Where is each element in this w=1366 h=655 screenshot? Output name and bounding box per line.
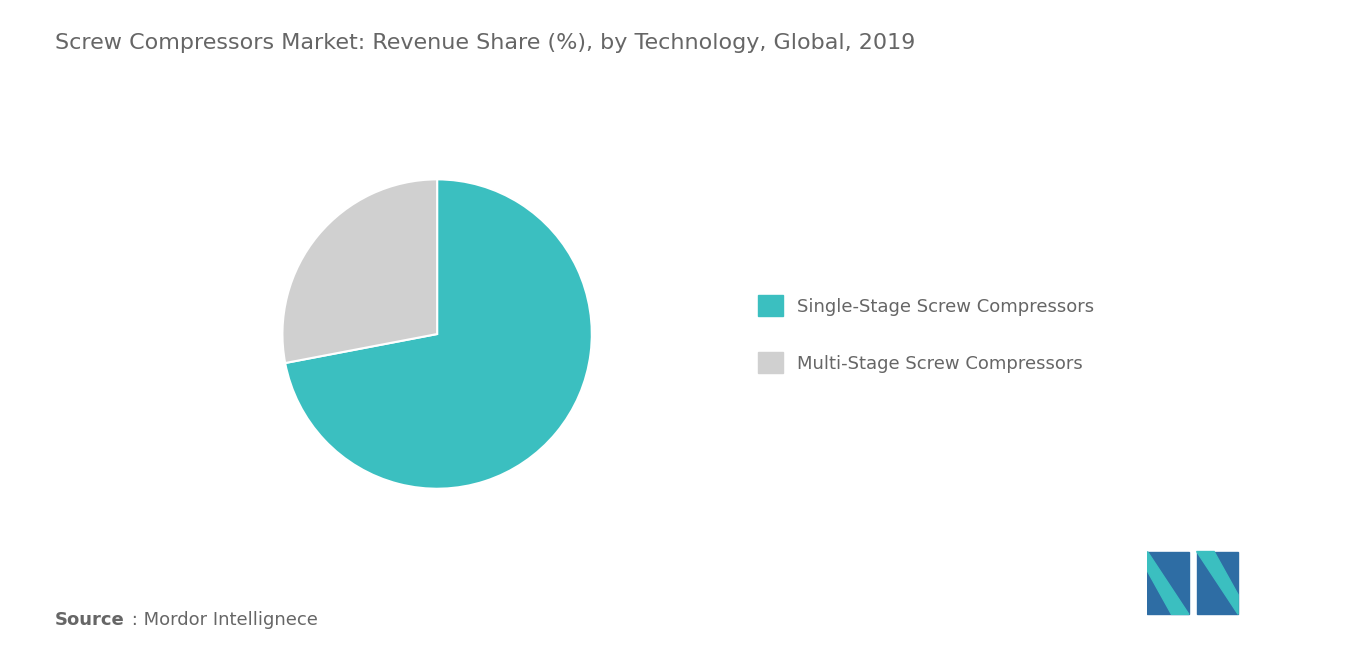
Text: Screw Compressors Market: Revenue Share (%), by Technology, Global, 2019: Screw Compressors Market: Revenue Share …	[55, 33, 915, 53]
Polygon shape	[1197, 552, 1238, 614]
Polygon shape	[1197, 552, 1238, 614]
Legend: Single-Stage Screw Compressors, Multi-Stage Screw Compressors: Single-Stage Screw Compressors, Multi-St…	[758, 295, 1094, 373]
Polygon shape	[1147, 552, 1188, 614]
Text: Source: Source	[55, 611, 124, 629]
Text: : Mordor Intellignece: : Mordor Intellignece	[126, 611, 317, 629]
Polygon shape	[1147, 552, 1188, 614]
Wedge shape	[285, 179, 591, 489]
Wedge shape	[283, 179, 437, 363]
